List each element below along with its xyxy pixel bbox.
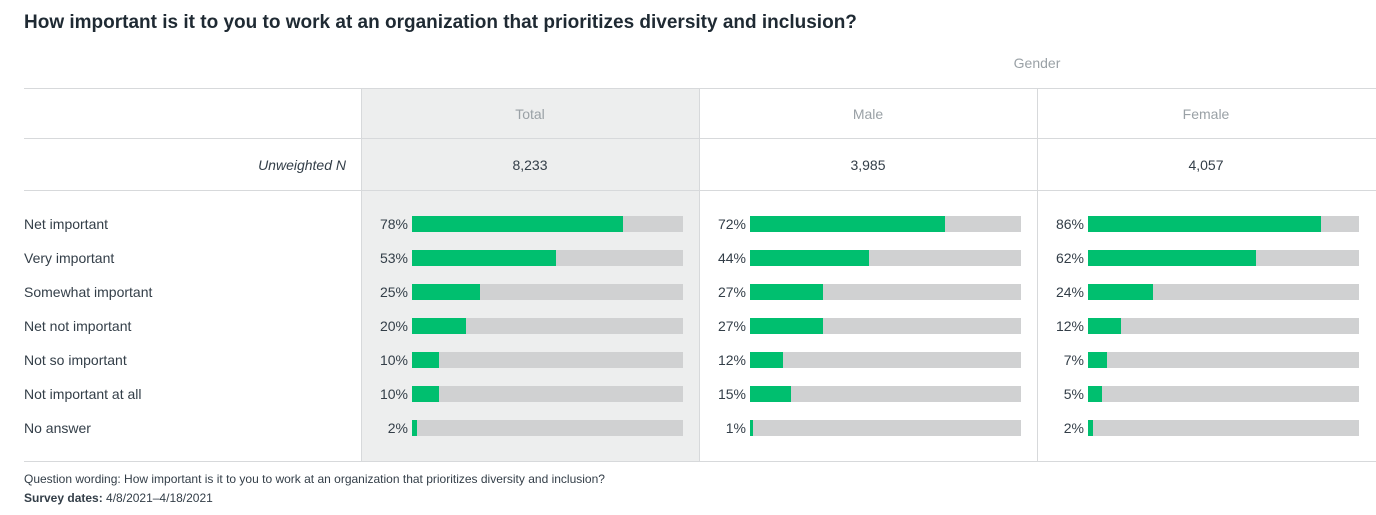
bar-track-female-somewhat-important (1088, 284, 1359, 300)
bar-male-very-important (750, 250, 870, 266)
bar-track-total-no-answer (412, 420, 683, 436)
bar-female-no-answer (1088, 420, 1094, 436)
data-label-male-not-important-at-all: 15% (717, 386, 746, 402)
divider-header (24, 138, 1376, 139)
row-label-not-important-at-all: Not important at all (24, 386, 142, 402)
bar-female-not-important-at-all (1088, 386, 1102, 402)
data-label-female-no-answer: 2% (1063, 420, 1084, 436)
bar-female-very-important (1088, 250, 1257, 266)
column-header-female: Female (1182, 106, 1230, 122)
bar-male-net-important (750, 216, 946, 232)
bar-track-total-net-important (412, 216, 683, 232)
row-label-net-important: Net important (24, 216, 109, 232)
data-label-female-somewhat-important: 24% (1055, 284, 1084, 300)
chart-title: How important is it to you to work at an… (24, 12, 857, 33)
bar-track-male-net-important (750, 216, 1021, 232)
bar-track-male-no-answer (750, 420, 1021, 436)
data-label-male-not-so-important: 12% (717, 352, 746, 368)
bar-male-net-not-important (750, 318, 824, 334)
divider-col-male (1037, 88, 1038, 462)
bar-total-not-so-important (412, 352, 440, 368)
data-label-total-no-answer: 2% (387, 420, 408, 436)
bar-track-female-no-answer (1088, 420, 1359, 436)
bar-track-male-not-so-important (750, 352, 1021, 368)
bar-track-female-not-important-at-all (1088, 386, 1359, 402)
bar-track-male-net-not-important (750, 318, 1021, 334)
data-label-female-net-important: 86% (1055, 216, 1084, 232)
bar-total-somewhat-important (412, 284, 480, 300)
column-header-male: Male (852, 106, 884, 122)
question-wording: Question wording: How important is it to… (24, 472, 605, 486)
row-label-not-so-important: Not so important (24, 352, 127, 368)
bar-female-net-not-important (1088, 318, 1121, 334)
row-label-no-answer: No answer (24, 420, 91, 436)
survey-dates: Survey dates: 4/8/2021–4/18/2021 (24, 491, 213, 505)
unweighted-n-label: Unweighted N (258, 157, 346, 173)
data-label-male-somewhat-important: 27% (717, 284, 746, 300)
bar-female-net-important (1088, 216, 1322, 232)
bar-female-not-so-important (1088, 352, 1107, 368)
bar-male-not-so-important (750, 352, 783, 368)
row-label-net-not-important: Net not important (24, 318, 132, 334)
data-label-male-net-not-important: 27% (717, 318, 746, 334)
data-label-total-net-important: 78% (379, 216, 408, 232)
bar-total-no-answer (412, 420, 418, 436)
bar-track-male-very-important (750, 250, 1021, 266)
divider-top (24, 88, 1376, 89)
n-value-male: 3,985 (850, 157, 886, 173)
bar-total-net-important (412, 216, 624, 232)
bar-track-female-very-important (1088, 250, 1359, 266)
bar-track-total-somewhat-important (412, 284, 683, 300)
bar-total-net-not-important (412, 318, 467, 334)
data-label-total-very-important: 53% (379, 250, 408, 266)
data-label-total-not-so-important: 10% (379, 352, 408, 368)
data-label-male-no-answer: 1% (725, 420, 746, 436)
n-value-total: 8,233 (512, 157, 548, 173)
data-label-total-net-not-important: 20% (379, 318, 408, 334)
bar-track-total-not-important-at-all (412, 386, 683, 402)
divider-col-labels (361, 88, 362, 462)
divider-col-total (699, 88, 700, 462)
data-label-female-very-important: 62% (1055, 250, 1084, 266)
data-label-female-not-so-important: 7% (1063, 352, 1084, 368)
bar-track-total-net-not-important (412, 318, 683, 334)
bar-male-somewhat-important (750, 284, 824, 300)
divider-n (24, 190, 1376, 191)
total-column-background (361, 88, 699, 462)
data-label-male-net-important: 72% (717, 216, 746, 232)
bar-track-female-net-not-important (1088, 318, 1359, 334)
bar-male-not-important-at-all (750, 386, 791, 402)
bar-track-total-very-important (412, 250, 683, 266)
data-label-female-not-important-at-all: 5% (1063, 386, 1084, 402)
bar-total-not-important-at-all (412, 386, 440, 402)
row-label-somewhat-important: Somewhat important (24, 284, 153, 300)
bar-track-female-net-important (1088, 216, 1359, 232)
bar-track-male-not-important-at-all (750, 386, 1021, 402)
data-label-male-very-important: 44% (717, 250, 746, 266)
column-header-total: Total (515, 106, 545, 122)
data-label-total-somewhat-important: 25% (379, 284, 408, 300)
n-value-female: 4,057 (1188, 157, 1224, 173)
bar-total-very-important (412, 250, 556, 266)
survey-dates-value: 4/8/2021–4/18/2021 (106, 491, 213, 505)
bar-track-male-somewhat-important (750, 284, 1021, 300)
data-label-total-not-important-at-all: 10% (379, 386, 408, 402)
bar-track-female-not-so-important (1088, 352, 1359, 368)
bar-male-no-answer (750, 420, 753, 436)
divider-bottom (24, 461, 1376, 462)
bar-female-somewhat-important (1088, 284, 1154, 300)
row-label-very-important: Very important (24, 250, 115, 266)
bar-track-total-not-so-important (412, 352, 683, 368)
data-label-female-net-not-important: 12% (1055, 318, 1084, 334)
